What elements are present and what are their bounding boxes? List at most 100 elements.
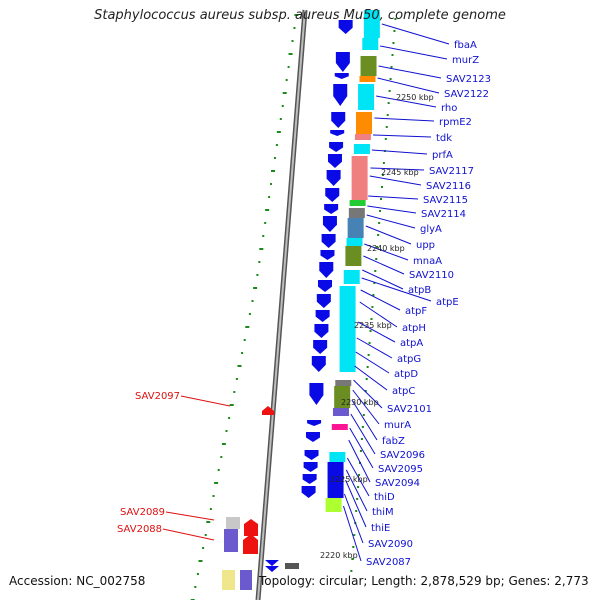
gene-label[interactable]: thiE	[371, 523, 390, 534]
gene-label[interactable]: SAV2115	[423, 195, 468, 206]
gene-label[interactable]: SAV2123	[446, 74, 491, 85]
gene-label[interactable]: upp	[416, 240, 435, 251]
leader-line	[359, 301, 398, 328]
gene-label[interactable]: SAV2114	[421, 209, 466, 220]
gc-dot	[273, 157, 276, 159]
leader-line	[371, 149, 428, 155]
gene-label[interactable]: SAV2101	[387, 404, 432, 415]
gene-label[interactable]: SAV2097	[135, 391, 180, 402]
gene-label[interactable]: atpD	[394, 369, 418, 380]
gc-dot	[217, 469, 220, 471]
gene-label[interactable]: SAV2110	[409, 270, 454, 281]
gc-dot	[276, 131, 281, 133]
tick-dot	[370, 318, 373, 320]
tick-dot	[374, 270, 377, 272]
gene-label[interactable]: fabZ	[382, 436, 405, 447]
gene-label[interactable]: SAV2096	[380, 450, 425, 461]
gene-arrow	[311, 356, 326, 372]
gene-label[interactable]: prfA	[432, 150, 453, 161]
gc-dot	[196, 573, 199, 575]
gene-arrow	[321, 234, 336, 248]
gc-dot	[206, 521, 211, 523]
feature-box	[360, 56, 377, 76]
gene-label[interactable]: rho	[441, 103, 457, 114]
tick-dot	[353, 534, 356, 536]
tick-dot	[385, 126, 388, 128]
kbp-markers: 2250 kbp 2245 kbp 2240 kbp 2235 kbp 2230…	[320, 93, 434, 560]
tick-dot	[356, 498, 359, 500]
gene-label[interactable]: SAV2090	[368, 539, 413, 550]
gene-arrow	[316, 294, 331, 308]
gene-label[interactable]: rpmE2	[439, 117, 472, 128]
tick-dot	[361, 426, 364, 428]
tick-dot	[382, 162, 385, 164]
gc-dot	[282, 92, 287, 94]
gene-label[interactable]: SAV2122	[444, 89, 489, 100]
leader-line	[360, 289, 401, 311]
leader-line	[162, 528, 215, 541]
gc-dot	[285, 79, 288, 81]
gc-dot	[248, 313, 251, 315]
gene-arrow	[322, 216, 337, 232]
gene-arrow	[330, 130, 345, 136]
gene-label[interactable]: atpE	[436, 297, 459, 308]
gc-dot	[265, 209, 270, 211]
leader-line	[343, 505, 362, 562]
gc-dot	[235, 378, 238, 380]
gene-label[interactable]: glyA	[420, 224, 442, 235]
tick-dot	[355, 510, 358, 512]
feature-box	[329, 452, 346, 462]
gc-dot	[259, 248, 264, 250]
gc-dot	[233, 391, 236, 393]
tick-dot	[363, 402, 366, 404]
gene-label[interactable]: SAV2094	[375, 478, 420, 489]
tick-dot	[378, 222, 381, 224]
gene-label[interactable]: atpH	[402, 323, 426, 334]
gene-label[interactable]: SAV2095	[378, 464, 423, 475]
gene-label[interactable]: atpC	[392, 386, 415, 397]
feature-box	[355, 112, 372, 134]
feature-boxes	[325, 10, 380, 512]
tick-dot	[367, 354, 370, 356]
gene-arrow	[325, 188, 340, 202]
gene-arrow	[243, 534, 258, 554]
tick-dot	[352, 546, 355, 548]
gene-arrow	[265, 566, 279, 572]
tick-dot	[380, 198, 383, 200]
feature-box	[348, 208, 365, 218]
accession-text: Accession: NC_002758	[9, 574, 146, 588]
gene-label[interactable]: SAV2116	[426, 181, 471, 192]
gene-arrow	[302, 474, 317, 484]
feature-box	[339, 286, 356, 372]
gene-label[interactable]: atpF	[405, 306, 427, 317]
gc-dot	[271, 170, 275, 172]
gene-label[interactable]: thiD	[374, 492, 395, 503]
gene-label[interactable]: mnaA	[413, 256, 442, 267]
leader-line	[343, 493, 364, 544]
gene-label[interactable]: thiM	[372, 507, 394, 518]
tick-dot	[369, 330, 372, 332]
gene-label[interactable]: atpB	[408, 285, 431, 296]
gene-label[interactable]: SAV2117	[429, 166, 474, 177]
gene-arrow	[307, 420, 322, 426]
gc-dot	[268, 196, 271, 198]
gene-label[interactable]: fbaA	[454, 40, 477, 51]
leader-line	[381, 23, 450, 45]
leader-line	[361, 277, 432, 302]
map-title: Staphylococcus aureus subsp. aureus Mu50…	[94, 8, 506, 23]
gene-label[interactable]: murZ	[452, 55, 479, 66]
leader-line	[180, 395, 231, 407]
gene-label[interactable]: SAV2088	[117, 524, 162, 535]
gene-label[interactable]: SAV2089	[120, 507, 165, 518]
gene-label[interactable]: atpG	[397, 354, 421, 365]
tick-dot	[388, 90, 391, 92]
gene-label[interactable]: SAV2087	[366, 557, 411, 568]
gene-arrow	[327, 154, 342, 168]
gene-arrow	[305, 432, 320, 442]
tick-dot	[358, 474, 361, 476]
gene-label[interactable]: atpA	[400, 338, 423, 349]
gene-label[interactable]: murA	[384, 420, 411, 431]
gene-label[interactable]: tdk	[436, 133, 452, 144]
tick-dot	[372, 294, 375, 296]
tick-dot	[365, 378, 368, 380]
